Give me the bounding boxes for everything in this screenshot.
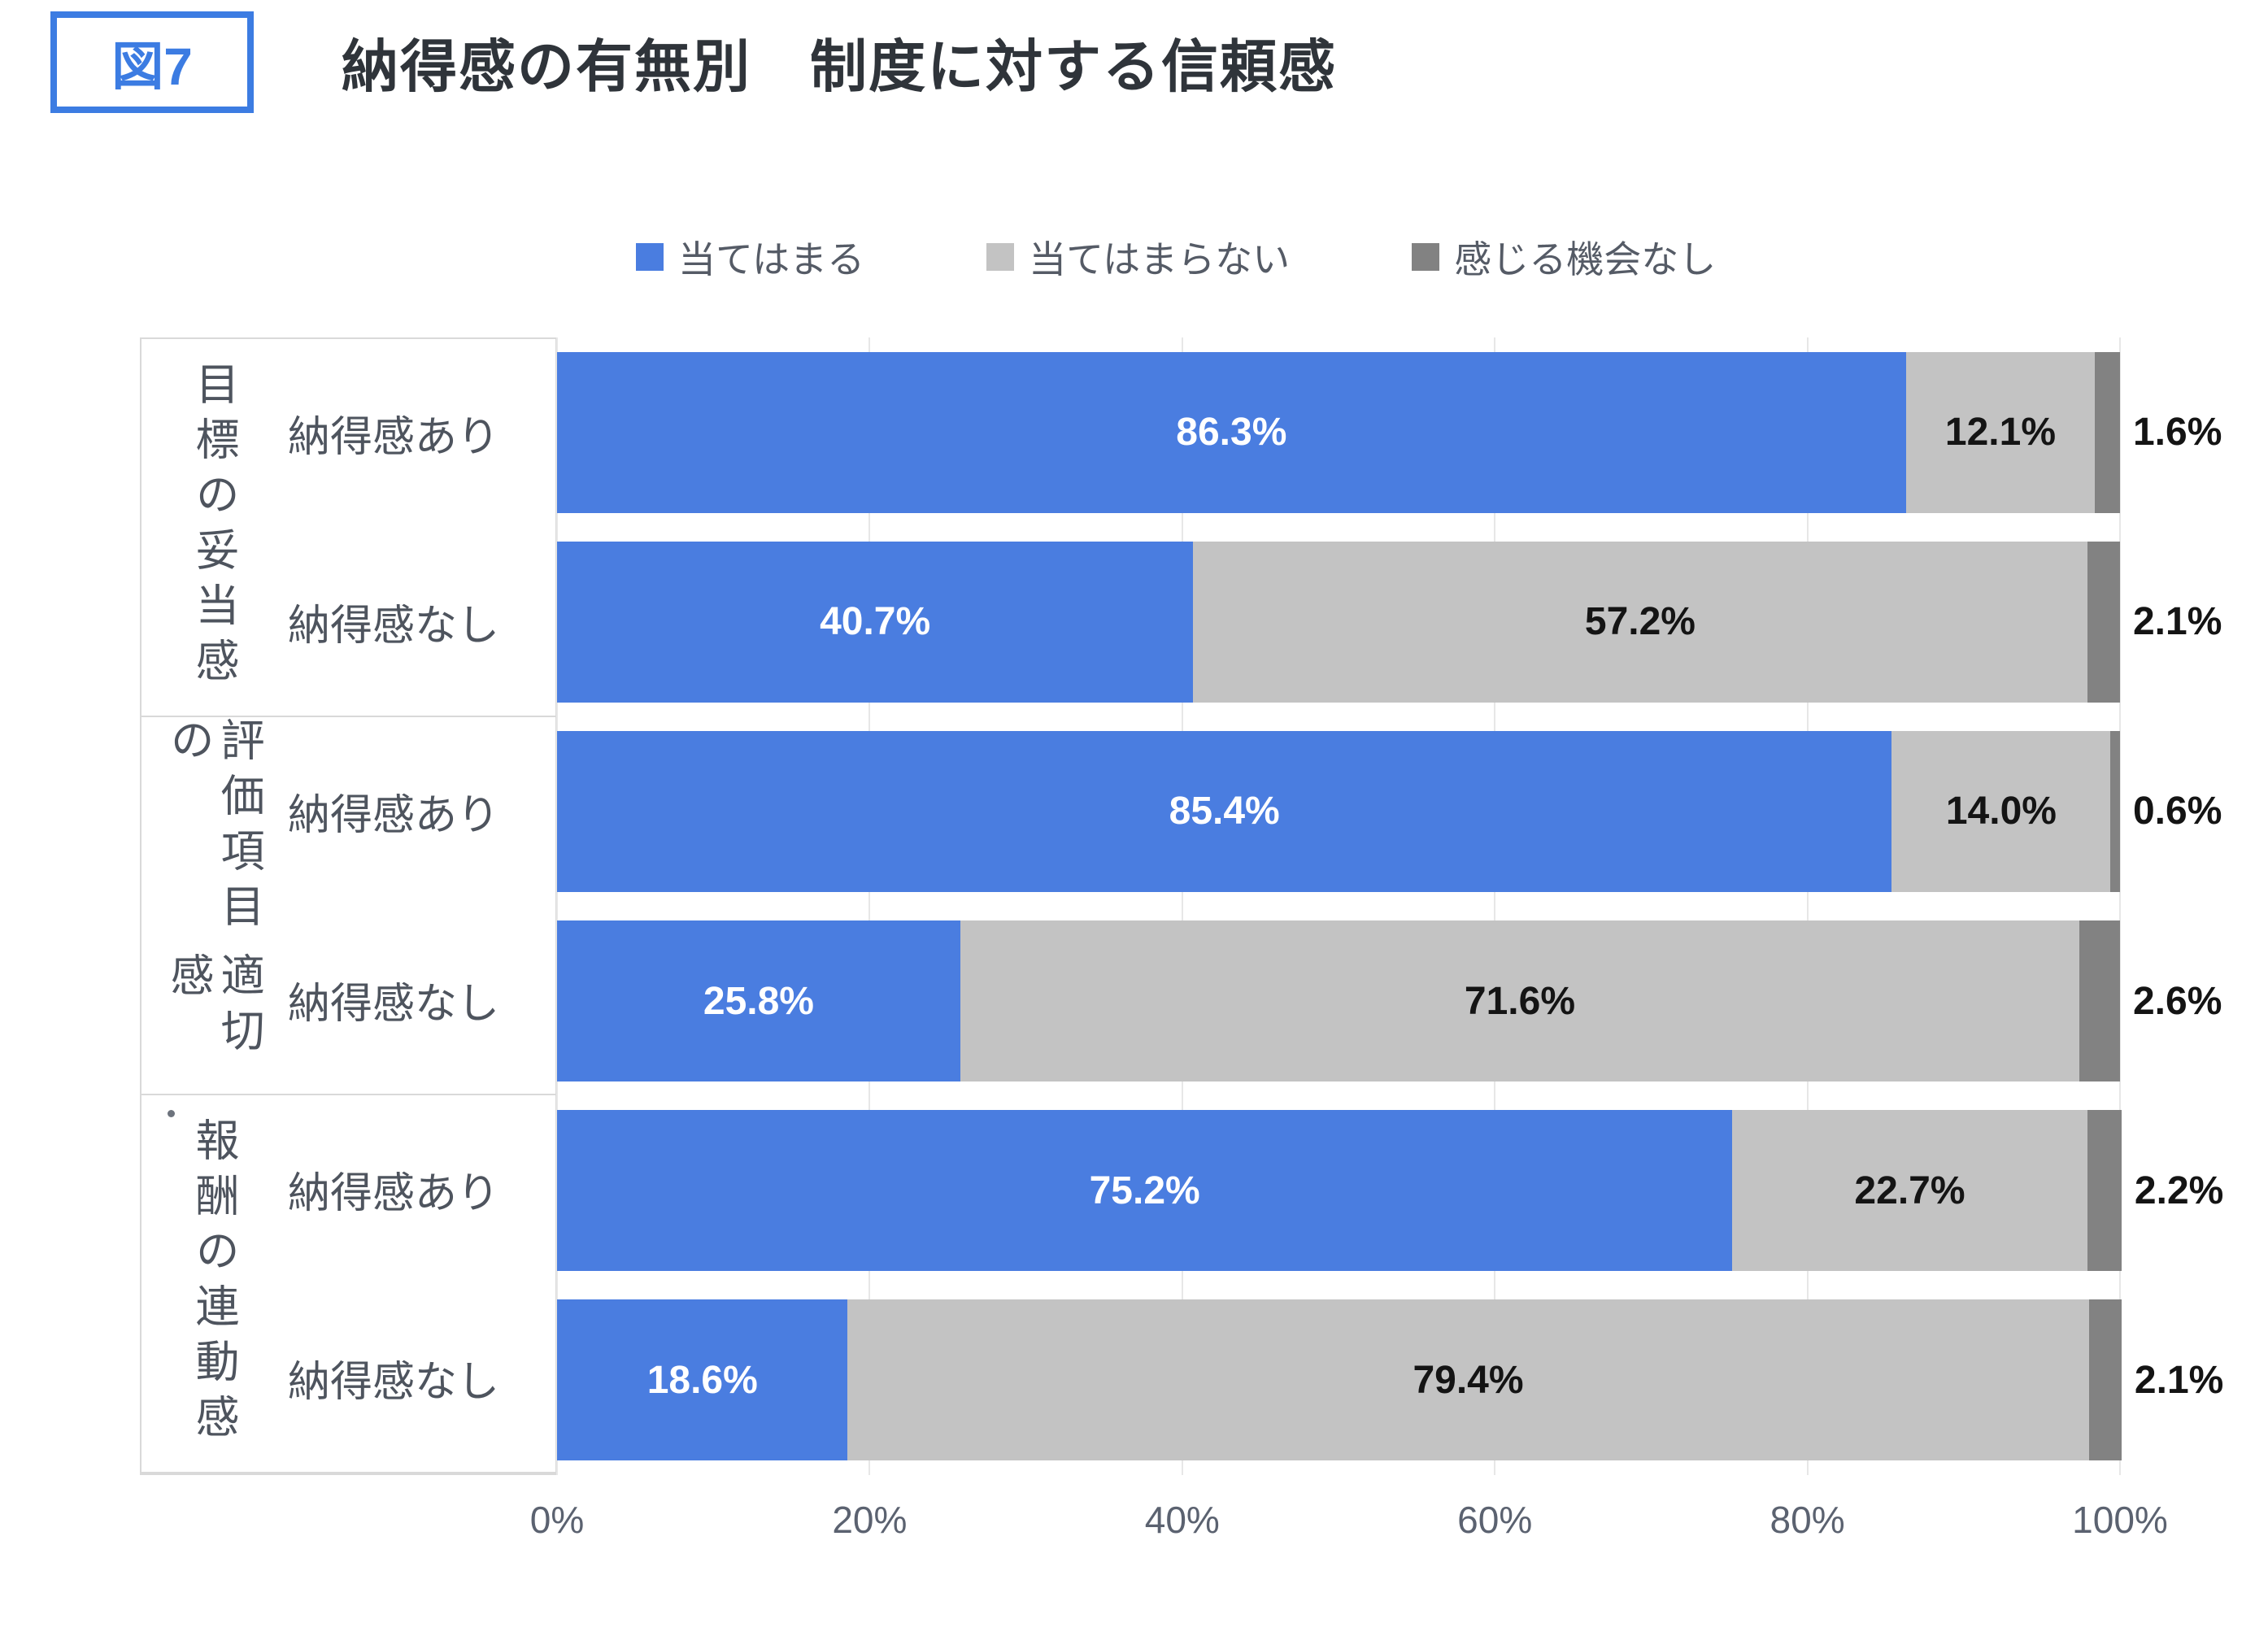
segment-value-label: 18.6% bbox=[646, 1358, 758, 1402]
group-label-column: 目標の妥当感 bbox=[189, 361, 238, 694]
bar-segment-当てはまる: 25.8% bbox=[557, 920, 960, 1082]
gridline-0% bbox=[556, 337, 558, 1475]
bar-row-5: 18.6% 79.4% 2.1% bbox=[557, 1299, 2223, 1461]
gridline-20% bbox=[868, 337, 871, 1475]
bar-segment-感じる機会なし bbox=[2095, 351, 2120, 513]
gridline-40% bbox=[1181, 337, 1183, 1475]
segment-value-label: 75.2% bbox=[1089, 1169, 1200, 1212]
outside-value-label: 0.6% bbox=[2132, 790, 2222, 833]
x-tick-0%: 0% bbox=[529, 1499, 585, 1541]
x-tick-20%: 20% bbox=[832, 1499, 908, 1541]
row-label: 納得感あり bbox=[288, 414, 500, 462]
bar-row-0: 86.3% 12.1% 1.6% bbox=[557, 351, 2222, 513]
bar-segment-感じる機会なし bbox=[2079, 920, 2120, 1082]
outside-value-label: 2.1% bbox=[2134, 1358, 2224, 1402]
figure-number-badge: 図7 bbox=[50, 11, 254, 113]
group-label: 目標の妥当感 bbox=[141, 339, 285, 716]
x-tick-80%: 80% bbox=[1770, 1499, 1845, 1541]
category-group-1: 評価項目の 適切感 納得感あり 納得感なし bbox=[141, 717, 555, 1095]
group-label-column: 評価項目の bbox=[163, 716, 263, 938]
figure-number-label: 図7 bbox=[111, 37, 193, 96]
outside-value-label: 2.6% bbox=[2132, 979, 2222, 1023]
segment-value-label: 12.1% bbox=[1944, 411, 2056, 455]
bar-segment-当てはまらない: 14.0% bbox=[1891, 730, 2111, 892]
legend-item-0: 当てはまる bbox=[636, 230, 864, 284]
bar-segment-感じる機会なし bbox=[2110, 730, 2120, 892]
bar-segment-当てはまる: 86.3% bbox=[557, 351, 1906, 513]
legend-swatch-icon bbox=[1412, 243, 1440, 271]
row-label: 納得感あり bbox=[288, 792, 500, 840]
segment-value-label: 71.6% bbox=[1464, 979, 1575, 1023]
category-label-panel: 目標の妥当感 納得感あり 納得感なし 評価項目の 適切感 納得感あり 納得感なし 報酬の連動感… bbox=[140, 337, 557, 1475]
group-label: 報酬の連動感 bbox=[141, 1095, 285, 1472]
bar-row-1: 40.7% 57.2% 2.1% bbox=[557, 541, 2222, 703]
plot-area: 86.3% 12.1% 1.6% 40.7% 57.2% 2.1% 85.4% 14.0% 0.… bbox=[556, 337, 2223, 1475]
bar-segment-当てはまらない: 12.1% bbox=[1905, 351, 2096, 513]
legend-item-2: 感じる機会なし bbox=[1412, 230, 1716, 284]
segment-value-label: 79.4% bbox=[1413, 1358, 1524, 1402]
x-tick-100%: 100% bbox=[2072, 1499, 2168, 1541]
segment-value-label: 40.7% bbox=[820, 600, 931, 644]
group-label-column: 報酬の連動感 bbox=[189, 1117, 238, 1450]
legend-swatch-icon bbox=[986, 243, 1015, 271]
bar-segment-当てはまらない: 22.7% bbox=[1732, 1110, 2087, 1272]
outside-value-label: 2.1% bbox=[2132, 600, 2222, 644]
bar-segment-当てはまる: 75.2% bbox=[557, 1110, 1733, 1272]
bar-segment-当てはまらない: 57.2% bbox=[1193, 541, 2087, 703]
bar-segment-感じる機会なし bbox=[2087, 1110, 2122, 1272]
group-label-column: 適切感 bbox=[163, 952, 263, 1064]
segment-value-label: 57.2% bbox=[1584, 600, 1696, 644]
gridline-100% bbox=[2119, 337, 2121, 1475]
row-label: 納得感なし bbox=[288, 1358, 500, 1406]
outside-value-label: 1.6% bbox=[2132, 411, 2222, 455]
legend-item-label: 当てはまる bbox=[678, 238, 865, 281]
x-axis: 0% 20% 40% 60% 80% 100% bbox=[530, 1498, 2168, 1547]
bar-row-2: 85.4% 14.0% 0.6% bbox=[557, 730, 2222, 892]
category-group-0: 目標の妥当感 納得感あり 納得感なし bbox=[141, 339, 555, 717]
gridline-80% bbox=[1806, 337, 1809, 1475]
row-label: 納得感なし bbox=[288, 602, 500, 650]
legend-item-label: 感じる機会なし bbox=[1454, 238, 1717, 281]
group-label: 評価項目の 適切感 bbox=[141, 717, 285, 1094]
segment-value-label: 85.4% bbox=[1169, 790, 1280, 833]
label-truncation-dot bbox=[168, 1110, 175, 1117]
category-group-2: 報酬の連動感 納得感あり 納得感なし bbox=[141, 1095, 555, 1473]
bar-segment-当てはまる: 85.4% bbox=[557, 730, 1892, 892]
bar-segment-当てはまる: 40.7% bbox=[557, 541, 1194, 703]
segment-value-label: 22.7% bbox=[1854, 1169, 1965, 1212]
chart-legend: 当てはまる 当てはまらない 感じる機会なし bbox=[636, 230, 1716, 284]
bar-segment-当てはまらない: 79.4% bbox=[847, 1299, 2089, 1461]
bar-row-4: 75.2% 22.7% 2.2% bbox=[557, 1110, 2223, 1272]
x-tick-40%: 40% bbox=[1144, 1499, 1220, 1541]
legend-item-1: 当てはまらない bbox=[986, 230, 1290, 284]
legend-item-label: 当てはまらない bbox=[1029, 238, 1291, 281]
segment-value-label: 14.0% bbox=[1945, 790, 2057, 833]
bar-row-3: 25.8% 71.6% 2.6% bbox=[557, 920, 2222, 1082]
bar-segment-感じる機会なし bbox=[2087, 541, 2120, 703]
x-tick-60%: 60% bbox=[1457, 1499, 1533, 1541]
row-label: 納得感あり bbox=[288, 1170, 500, 1218]
bar-segment-当てはまらない: 71.6% bbox=[960, 920, 2080, 1082]
gridline-60% bbox=[1494, 337, 1496, 1475]
row-label: 納得感なし bbox=[288, 980, 500, 1028]
segment-value-label: 25.8% bbox=[703, 979, 814, 1023]
sub-label-column: 納得感あり納得感なし bbox=[285, 339, 555, 716]
bar-segment-当てはまる: 18.6% bbox=[557, 1299, 848, 1461]
sub-label-column: 納得感あり納得感なし bbox=[285, 717, 555, 1094]
segment-value-label: 86.3% bbox=[1176, 411, 1287, 455]
legend-swatch-icon bbox=[636, 243, 664, 271]
page-title: 納得感の有無別 制度に対する信頼感 bbox=[342, 35, 1337, 98]
bar-segment-感じる機会なし bbox=[2088, 1299, 2122, 1461]
outside-value-label: 2.2% bbox=[2134, 1169, 2224, 1212]
sub-label-column: 納得感あり納得感なし bbox=[285, 1095, 555, 1472]
